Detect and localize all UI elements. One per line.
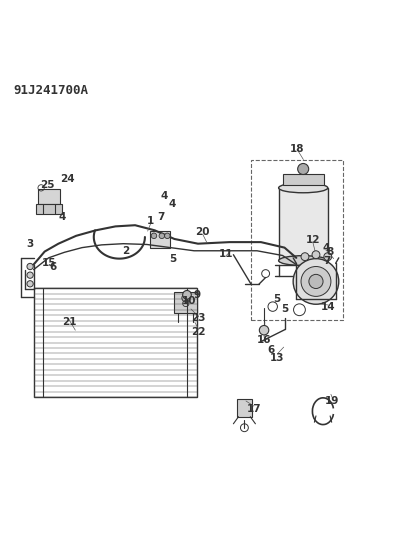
Circle shape bbox=[165, 233, 170, 239]
Bar bbox=[174, 293, 197, 313]
Text: 4: 4 bbox=[59, 212, 66, 222]
Text: 11: 11 bbox=[219, 248, 234, 259]
Ellipse shape bbox=[279, 183, 328, 193]
Bar bbox=[34, 288, 197, 397]
Text: 24: 24 bbox=[60, 174, 75, 184]
Text: 5: 5 bbox=[282, 304, 289, 313]
Text: 6: 6 bbox=[267, 345, 274, 355]
Bar bbox=[251, 160, 343, 320]
Circle shape bbox=[159, 233, 165, 239]
Text: 1: 1 bbox=[147, 216, 154, 227]
Text: 9: 9 bbox=[194, 290, 201, 300]
Ellipse shape bbox=[279, 256, 328, 265]
Text: 15: 15 bbox=[42, 259, 57, 268]
Text: 12: 12 bbox=[306, 235, 320, 245]
Text: 20: 20 bbox=[196, 227, 210, 237]
Bar bbox=[282, 174, 324, 185]
Circle shape bbox=[183, 290, 191, 299]
Bar bbox=[236, 399, 252, 417]
Text: 4: 4 bbox=[169, 199, 176, 208]
Circle shape bbox=[259, 326, 269, 335]
Text: 5: 5 bbox=[273, 294, 280, 304]
Text: 7: 7 bbox=[157, 212, 164, 222]
Text: 8: 8 bbox=[326, 247, 333, 256]
Text: 17: 17 bbox=[247, 404, 261, 414]
Circle shape bbox=[27, 272, 33, 278]
Circle shape bbox=[151, 233, 157, 239]
Text: 6: 6 bbox=[49, 262, 56, 272]
Text: 16: 16 bbox=[257, 335, 271, 345]
Circle shape bbox=[27, 263, 33, 270]
Text: 4: 4 bbox=[161, 191, 168, 201]
Circle shape bbox=[312, 251, 320, 259]
Bar bbox=[36, 204, 62, 214]
Circle shape bbox=[301, 253, 309, 261]
Text: 7: 7 bbox=[323, 256, 331, 266]
Text: 22: 22 bbox=[192, 327, 206, 337]
Text: 91J241700A: 91J241700A bbox=[13, 84, 88, 96]
Text: 14: 14 bbox=[321, 302, 336, 312]
Text: 4: 4 bbox=[322, 243, 329, 253]
Circle shape bbox=[298, 164, 309, 174]
Circle shape bbox=[301, 266, 331, 296]
Circle shape bbox=[293, 259, 339, 304]
Bar bbox=[38, 189, 60, 204]
Text: 21: 21 bbox=[62, 317, 76, 327]
Text: 19: 19 bbox=[325, 396, 340, 406]
Text: 25: 25 bbox=[40, 180, 55, 190]
Circle shape bbox=[309, 274, 323, 288]
Circle shape bbox=[324, 253, 332, 261]
Text: 2: 2 bbox=[122, 246, 129, 256]
Text: 3: 3 bbox=[26, 239, 33, 249]
Bar bbox=[279, 188, 328, 261]
Text: 10: 10 bbox=[182, 296, 196, 306]
Text: 5: 5 bbox=[169, 254, 176, 264]
Text: 18: 18 bbox=[290, 144, 305, 155]
Bar bbox=[150, 231, 170, 248]
Text: 23: 23 bbox=[192, 313, 206, 324]
Circle shape bbox=[27, 281, 33, 287]
Text: 13: 13 bbox=[270, 353, 285, 363]
